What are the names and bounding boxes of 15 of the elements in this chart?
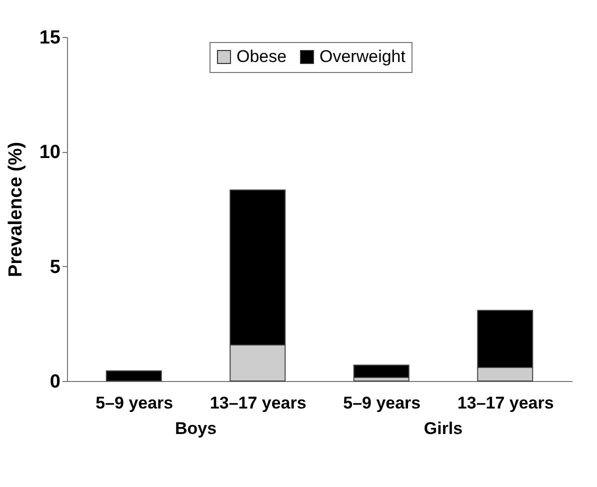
x-tick-label: 5–9 years (96, 394, 174, 412)
x-tick-label: 5–9 years (343, 394, 421, 412)
y-tick-label: 10 (39, 142, 60, 164)
y-tick-label: 15 (39, 28, 61, 48)
text: Boys (174, 419, 217, 438)
bar (106, 370, 162, 382)
x-tick-label: 13–17 years (457, 394, 554, 412)
legend-label: Obese (236, 46, 287, 66)
y-axis-title: Prevalence (%) (5, 142, 26, 278)
y-tick-label: 0 (50, 372, 60, 392)
y-tick-label: 5 (50, 256, 61, 278)
x-tick-label: 13–17 years (210, 394, 306, 412)
bar (353, 364, 410, 378)
text: Girls (424, 419, 463, 438)
legend-label: Overweight (320, 46, 406, 66)
